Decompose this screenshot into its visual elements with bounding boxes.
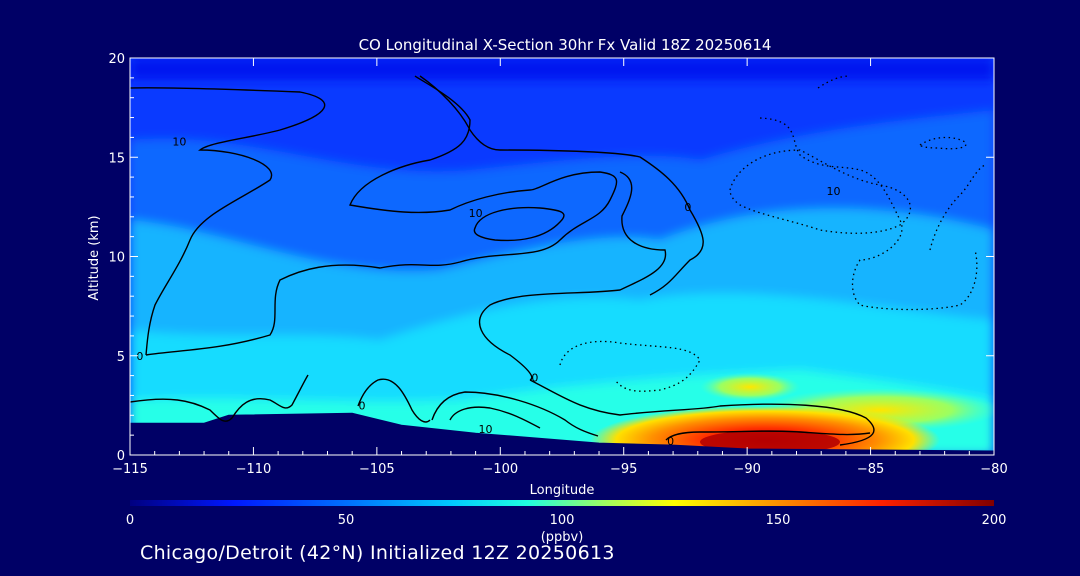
contour-line-10-low <box>449 406 541 429</box>
contours-negative <box>559 75 986 392</box>
contour-line-10-upper <box>130 87 326 356</box>
x-tick-label: −95 <box>610 462 637 477</box>
x-axis-label: Longitude <box>530 483 595 498</box>
x-tick-label: −115 <box>112 462 148 477</box>
y-axis-label: Altitude (km) <box>87 215 102 300</box>
colorbar-tick-label: 0 <box>126 513 134 528</box>
contour-line-0-c <box>529 379 875 446</box>
chart-title: CO Longitudinal X-Section 30hr Fx Valid … <box>359 36 772 54</box>
contour-line-0-g <box>431 391 599 437</box>
field-yellow-patch <box>700 373 800 401</box>
contour-line-0-d <box>419 75 704 296</box>
contour-label: 10 <box>827 185 841 198</box>
colorbar-tick-label: 150 <box>766 513 791 528</box>
colorbar <box>130 500 994 506</box>
x-tick-label: −105 <box>359 462 395 477</box>
colorbar-tick-label: 200 <box>982 513 1007 528</box>
x-tick-label: −100 <box>482 462 518 477</box>
contour-label: 0 <box>531 372 538 385</box>
y-tick-label: 15 <box>108 151 125 166</box>
y-tick-label: 5 <box>117 350 125 365</box>
field-top-band <box>130 58 994 80</box>
colorbar-tick-label: 50 <box>338 513 355 528</box>
x-tick-label: −110 <box>236 462 272 477</box>
contour-neg-mid <box>559 340 701 392</box>
contour-label: 0 <box>667 435 674 448</box>
concentration-field: 10 10 10 0 0 0 0 10 0 <box>130 58 994 455</box>
contour-line-0-a <box>145 75 618 356</box>
contour-line-0-f <box>357 378 431 423</box>
y-tick-label: 10 <box>108 251 125 266</box>
contour-line-0-b <box>478 171 667 381</box>
x-tick-label: −85 <box>857 462 884 477</box>
contour-labels: 10 10 10 0 0 0 0 10 0 <box>136 135 840 448</box>
contour-line-0-e <box>130 374 309 422</box>
colorbar-units: (ppbv) <box>541 530 584 545</box>
contours-positive <box>130 75 875 446</box>
contour-label: 0 <box>136 350 143 363</box>
contour-neg-10-right <box>729 149 912 234</box>
contour-neg-small <box>918 136 967 150</box>
x-tick-label: −90 <box>733 462 760 477</box>
x-axis: −115 −110 −105 −100 −95 −90 −85 −80 <box>112 58 1008 477</box>
contour-label: 0 <box>359 399 366 412</box>
footer-caption: Chicago/Detroit (42°N) Initialized 12Z 2… <box>140 542 615 564</box>
contour-label: 10 <box>469 207 483 220</box>
contour-line-0-h <box>665 430 871 441</box>
contour-line-10-loop <box>473 206 565 242</box>
x-tick-label: −80 <box>980 462 1007 477</box>
y-tick-label: 0 <box>117 449 125 464</box>
contour-label: 10 <box>172 135 186 148</box>
y-tick-label: 20 <box>108 52 125 67</box>
terrain-mask <box>130 412 994 455</box>
colorbar-ticks: 0 50 100 150 200 <box>126 513 1007 528</box>
colorbar-tick-label: 100 <box>550 513 575 528</box>
contour-label: 10 <box>478 423 492 436</box>
contour-label: 0 <box>684 201 691 214</box>
